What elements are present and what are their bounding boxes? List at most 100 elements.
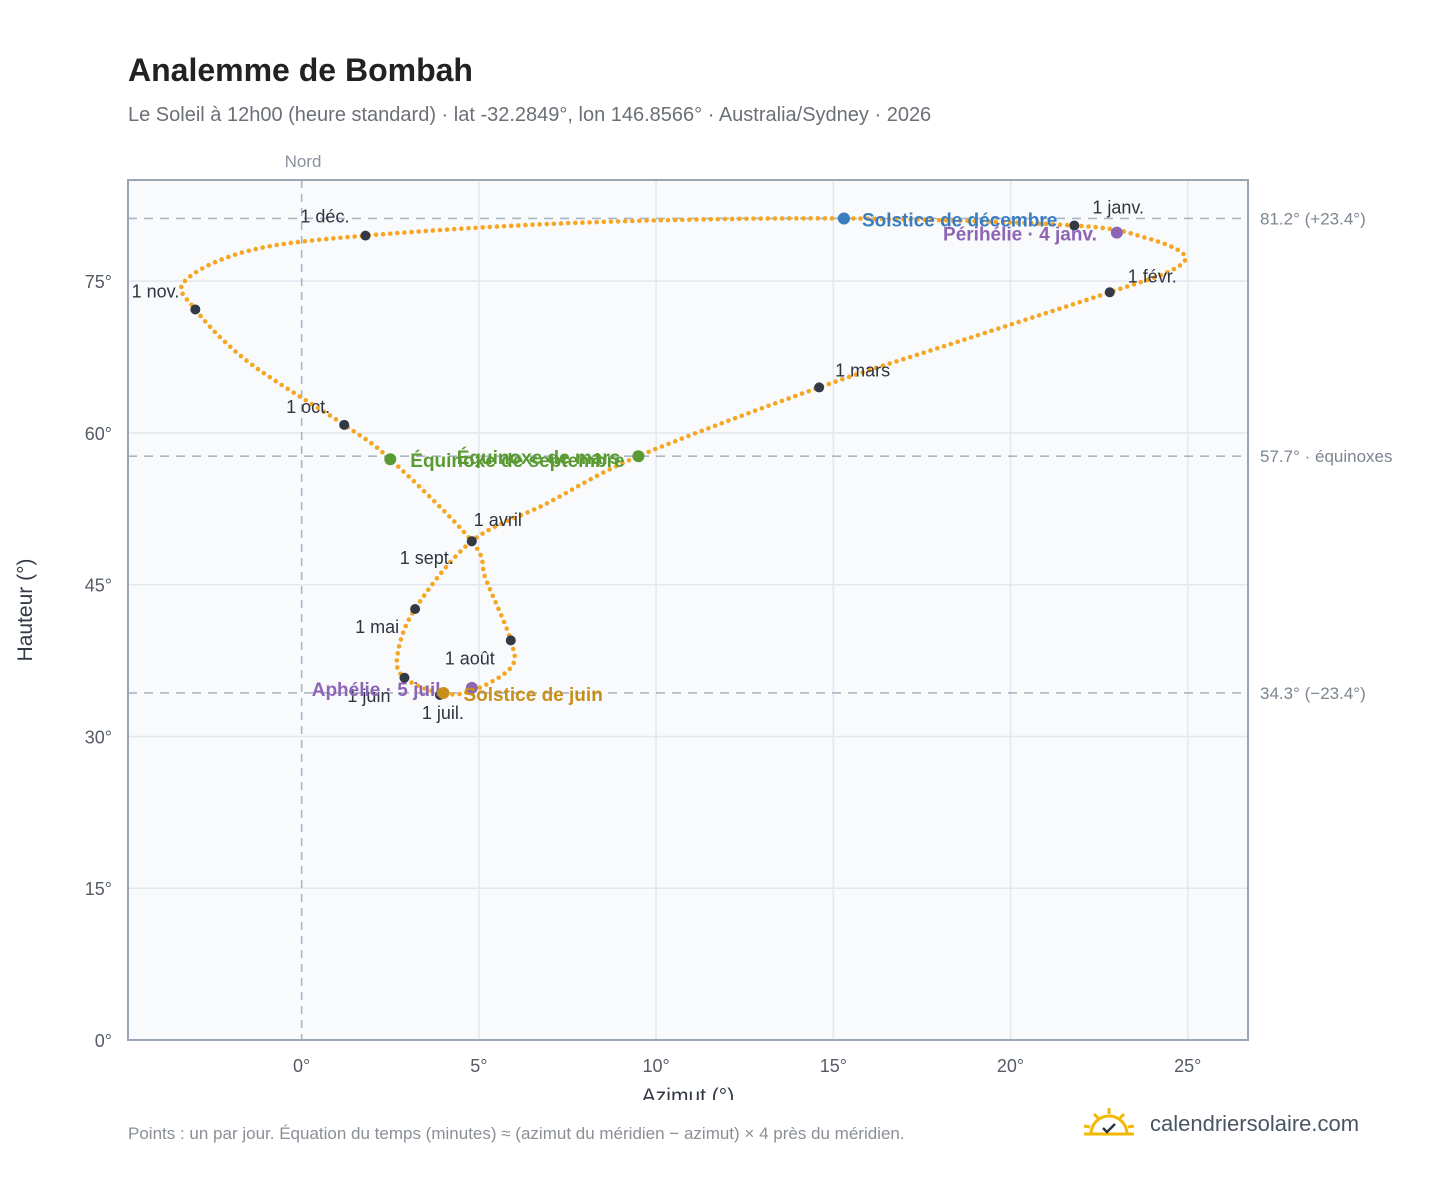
daily-dot [484,580,490,585]
month-marker [339,419,350,430]
event-label: Équinoxe de septembre [410,450,624,472]
daily-dot [331,236,336,241]
daily-dot [1000,219,1006,225]
daily-dot [537,222,542,227]
daily-dot [482,573,487,579]
daily-dot [417,599,423,604]
daily-dot [786,216,792,221]
brand[interactable]: calendriersolaire.com [1082,1104,1359,1144]
daily-dot [1165,270,1170,275]
daily-dot [538,504,543,509]
daily-dot [1100,225,1106,231]
daily-dot [184,297,190,302]
daily-dot [443,564,449,570]
daily-dot [962,337,967,342]
daily-dot [679,436,685,441]
daily-dot [722,216,728,222]
daily-dot [1036,313,1042,318]
daily-dot [1142,235,1147,240]
daily-dot [1151,275,1157,280]
daily-dot [894,359,899,364]
daily-dot [1016,319,1021,325]
daily-dot [321,409,327,414]
event-label: Périhélie · 4 janv. [943,225,1097,246]
daily-dot [701,217,706,222]
daily-dot [490,593,496,599]
daily-dot [921,350,926,356]
month-label: 1 nov. [132,282,180,302]
daily-dot [582,480,587,485]
daily-dot [222,339,228,345]
x-tick-label: 0° [293,1056,310,1076]
daily-dot [323,236,329,242]
daily-dot [630,218,635,224]
month-label: 1 juin [347,686,390,706]
daily-dot [779,216,785,221]
daily-dot [474,546,480,552]
daily-dot [409,229,414,235]
daily-dot [1177,263,1183,268]
daily-dot [846,374,852,380]
daily-dot [447,514,452,519]
daily-dot [309,401,315,407]
daily-dot [1070,302,1076,307]
daily-dot [1064,222,1070,228]
daily-dot [431,498,437,504]
daily-dot [1135,233,1140,238]
daily-dot [463,544,468,549]
daily-dot [483,682,489,687]
daily-dot [1043,310,1049,316]
daily-dot [658,217,664,223]
daily-dot [1057,222,1063,227]
daily-dot [504,626,509,631]
daily-dot [352,234,357,239]
daily-dot [232,252,238,257]
event-label: Aphélie · 5 juil. [312,680,446,701]
daily-dot [395,230,400,236]
daily-dot [238,353,244,359]
daily-dot [487,586,493,592]
daily-dot [511,660,517,666]
daily-dot [1079,223,1084,229]
daily-dot [395,464,401,469]
daily-dot [473,225,478,231]
daily-dot [309,238,315,243]
daily-dot [531,507,537,512]
daily-dot [746,410,751,416]
daily-dot [291,390,296,395]
daily-dot [706,426,711,431]
daily-dot [914,352,920,358]
daily-dot [1090,295,1096,301]
daily-dot [622,218,628,224]
y-tick-label: 45° [85,576,112,596]
daily-dot [1097,293,1103,298]
daily-dot [1162,241,1168,247]
month-label: 1 mars [835,360,890,380]
daily-dot [1093,224,1098,230]
daily-dot [732,415,738,421]
month-label: 1 oct. [286,397,330,417]
daily-dot [651,218,657,223]
daily-dot [858,216,863,221]
daily-dot [494,224,500,229]
daily-dot [900,216,906,222]
daily-dot [772,401,778,406]
daily-dot [450,692,455,697]
daily-dot [416,483,422,489]
plot-background [128,180,1248,1040]
daily-dot [461,529,467,535]
daily-dot [516,223,521,228]
daily-dot [615,219,621,224]
month-marker [814,382,825,393]
daily-dot [594,219,599,225]
month-marker [505,635,516,646]
daily-dot [1145,277,1150,283]
daily-dot [901,356,906,362]
daily-dot [853,372,859,377]
daily-dot [395,651,401,656]
daily-dot [430,581,435,587]
x-tick-label: 5° [470,1056,487,1076]
daily-dot [646,449,652,455]
daily-dot [198,313,203,319]
